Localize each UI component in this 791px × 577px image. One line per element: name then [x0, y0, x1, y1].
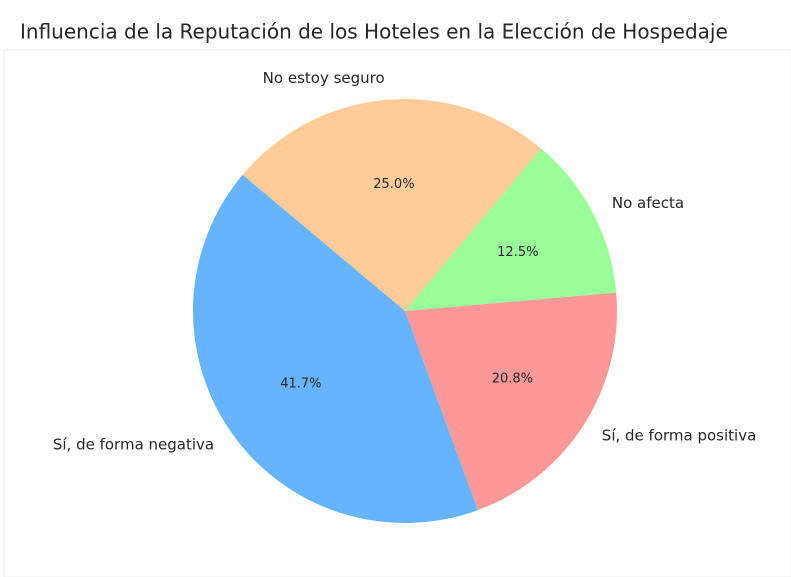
pie-slice — [405, 292, 617, 511]
pie-slice — [193, 174, 478, 523]
pie-slice — [405, 148, 617, 311]
pie-slice — [242, 98, 542, 312]
pie: Sí, de forma negativa 41.7% Sí, de forma p… — [53, 69, 756, 523]
slice-percent: 25.0% — [373, 177, 414, 192]
slice-label: Sí, de forma negativa — [53, 435, 214, 453]
slice-label: No afecta — [612, 194, 684, 212]
chart-title: Influencia de la Reputación de los Hotel… — [20, 20, 728, 44]
slice-percent: 20.8% — [492, 372, 533, 387]
slice-label: No estoy seguro — [263, 69, 385, 87]
slice-percent: 41.7% — [280, 377, 321, 392]
slice-label: Sí, de forma positiva — [602, 427, 756, 445]
slice-percent: 12.5% — [497, 245, 538, 260]
